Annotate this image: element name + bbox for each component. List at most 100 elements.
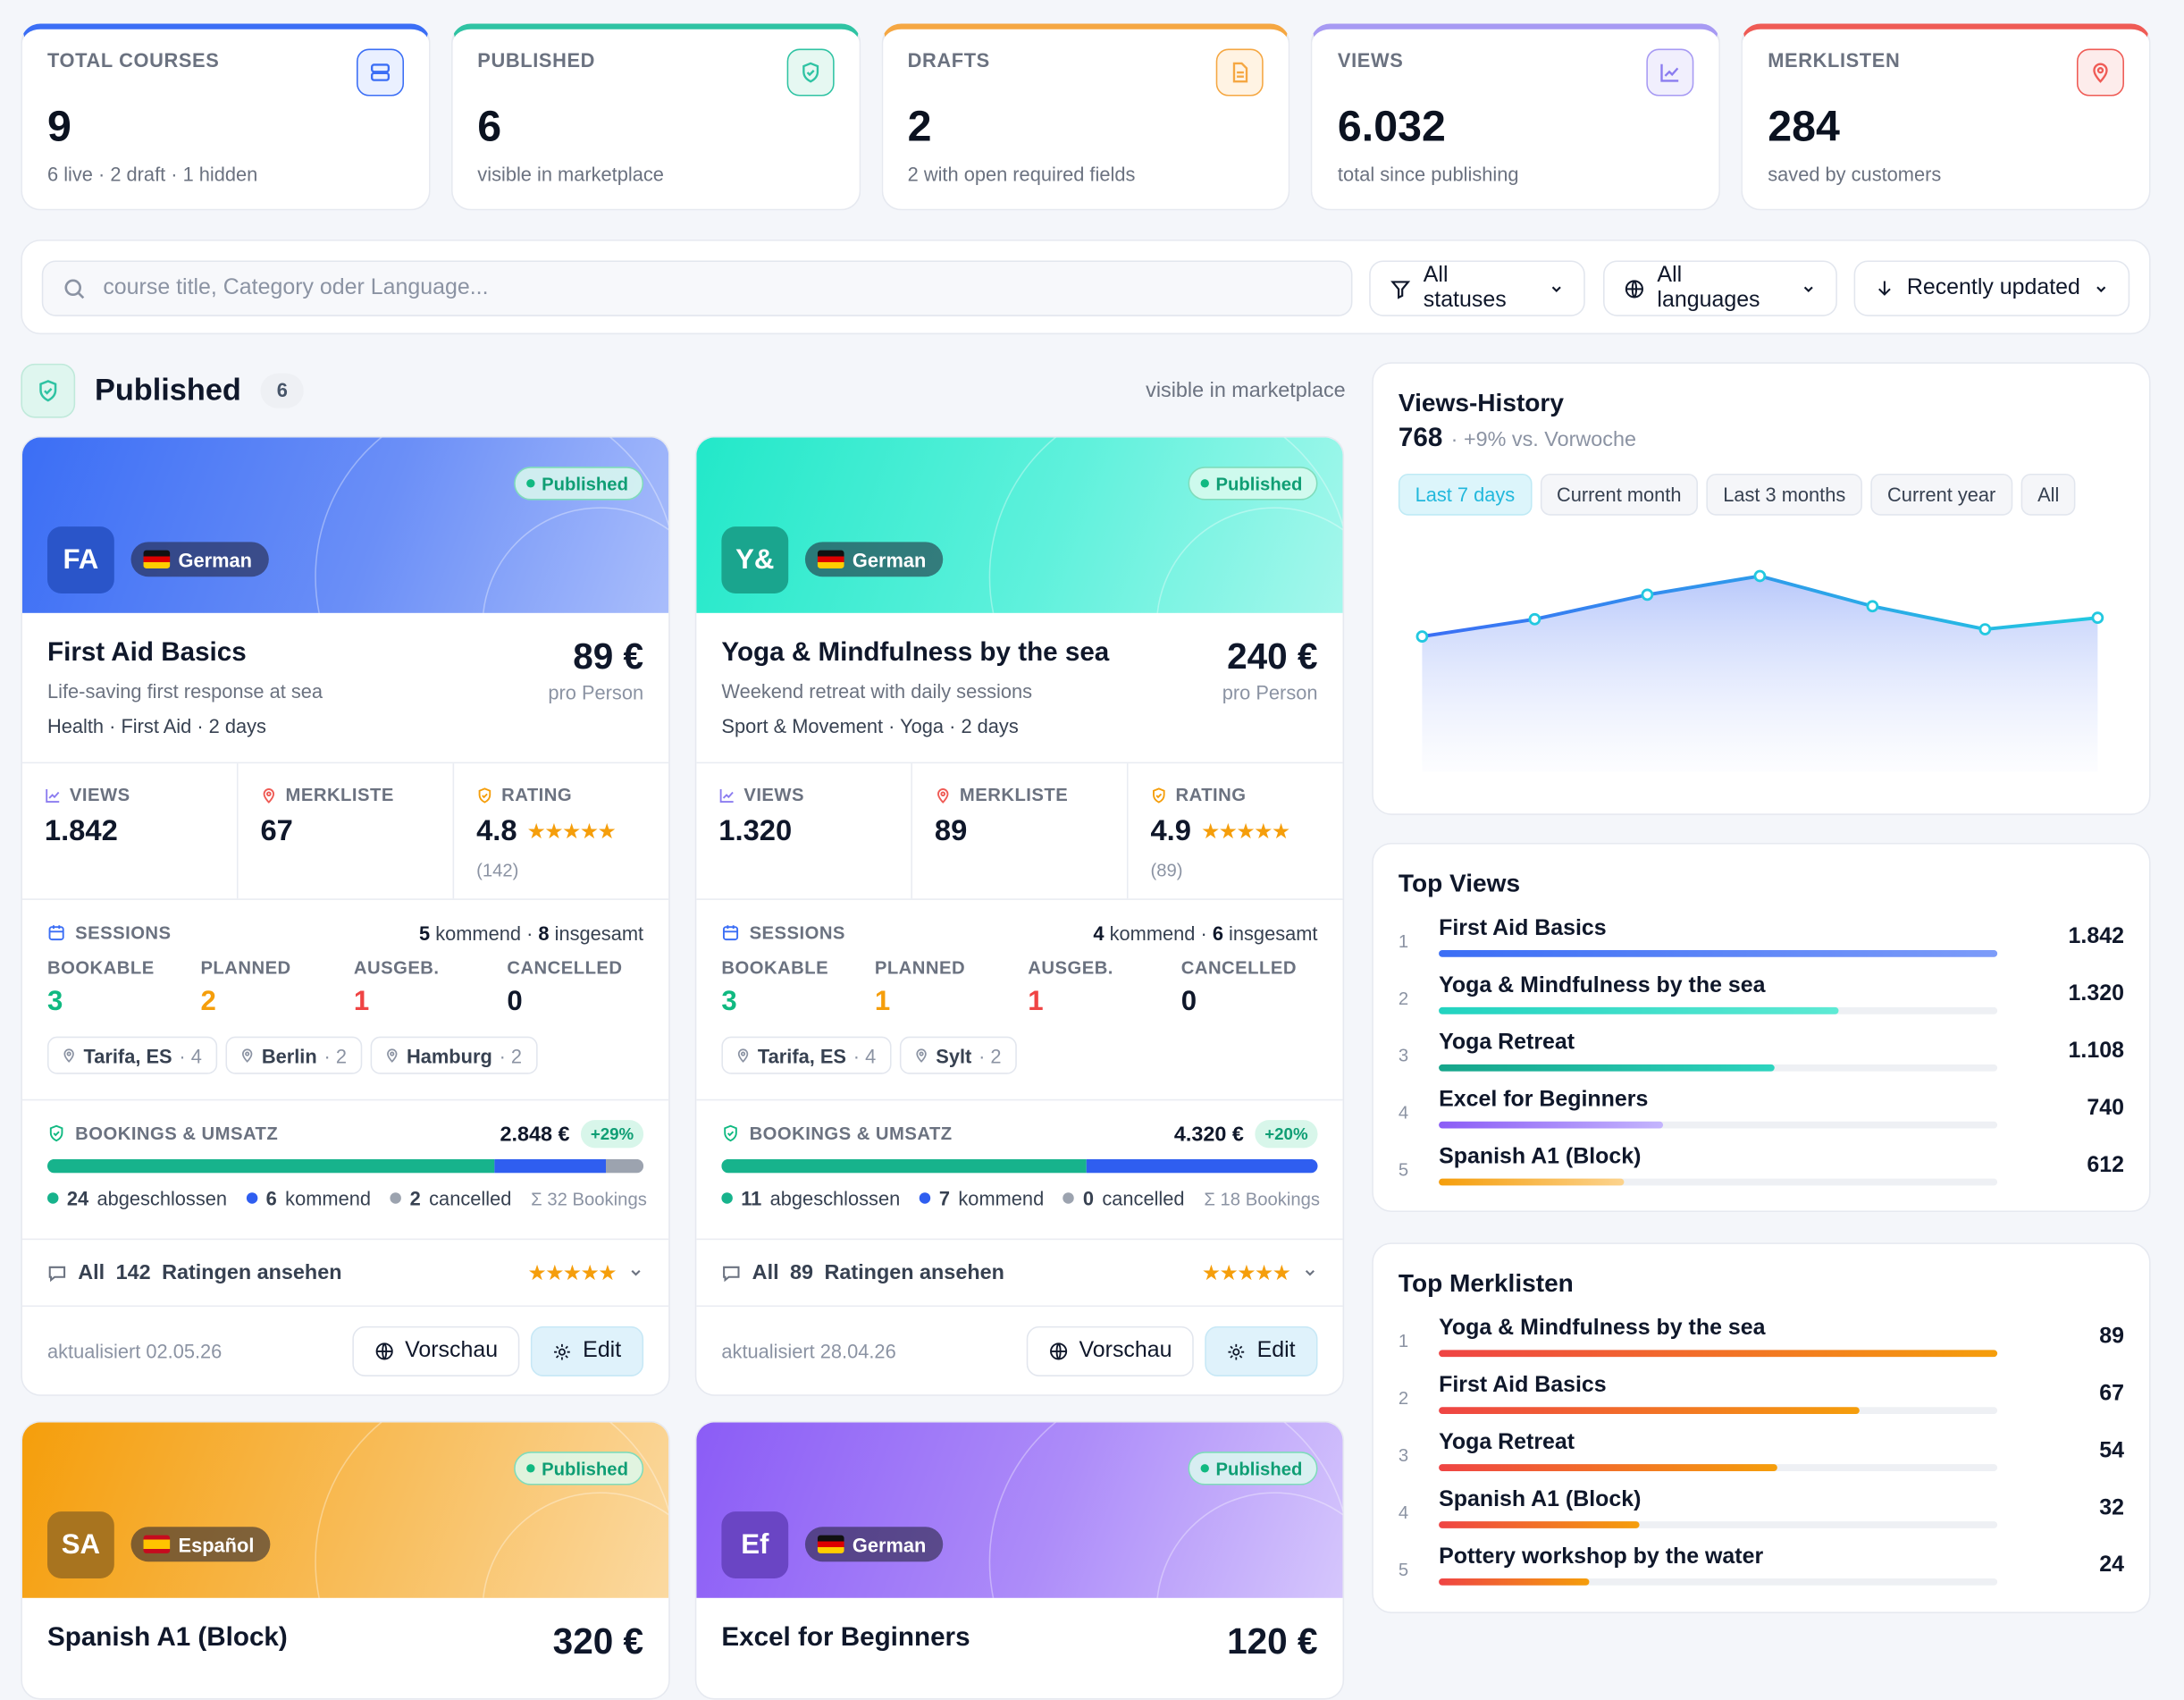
ranking-row[interactable]: 4 Spanish A1 (Block) 32 (1399, 1488, 2124, 1545)
course-title[interactable]: Spanish A1 (Block) (46, 1622, 288, 1653)
course-header: Spanish A1 (Block) 320 € (22, 1598, 668, 1698)
rank-bar-track (1439, 1064, 1998, 1072)
sold-out-value: 1 (1028, 986, 1044, 1017)
rank-value: 740 (2087, 1096, 2124, 1121)
course-title[interactable]: Excel for Beginners (721, 1622, 970, 1653)
bookable-value: 3 (721, 986, 737, 1017)
location-name: Hamburg (407, 1044, 492, 1067)
cancelled-label: CANCELLED (507, 956, 623, 979)
ranking-row[interactable]: 5 Pottery workshop by the water 24 (1399, 1545, 2124, 1603)
calendar-icon (48, 925, 64, 941)
location-name: Tarifa, ES (83, 1044, 172, 1067)
cancelled-value: 0 (507, 986, 523, 1017)
location-chip[interactable]: Berlin · 2 (225, 1036, 363, 1074)
top-views-panel: Top Views 1 First Aid Basics 1.842 2 Yoga & … (1372, 842, 2151, 1213)
rank-bar-fill (1439, 1464, 1778, 1471)
rank-value: 1.108 (2068, 1039, 2124, 1064)
kpi-value: 1.842 (44, 814, 118, 847)
planned-label: PLANNED (200, 956, 291, 979)
chart-point[interactable] (2091, 611, 2104, 625)
preview-button[interactable]: Vorschau (1026, 1325, 1195, 1376)
stat-label: TOTAL COURSES (46, 48, 220, 72)
rank-value: 612 (2087, 1153, 2124, 1178)
edit-button[interactable]: Edit (531, 1325, 644, 1376)
location-chip[interactable]: Hamburg · 2 (370, 1036, 538, 1074)
kpi-label: MERKLISTE (959, 784, 1069, 805)
chart-point[interactable] (1978, 623, 1992, 635)
course-avatar: SA (46, 1511, 114, 1578)
sort-dropdown[interactable]: Recently updated (1853, 260, 2130, 316)
ranking-row[interactable]: 1 Yoga & Mindfulness by the sea 89 (1399, 1317, 2124, 1374)
tab-current-month[interactable]: Current month (1540, 473, 1699, 516)
sessions-label: SESSIONS (75, 922, 172, 944)
ranking-row[interactable]: 5 Spanish A1 (Block) 612 (1399, 1145, 2124, 1202)
chevron-down-icon (1551, 285, 1561, 292)
chart-point[interactable] (1641, 588, 1654, 602)
flag-germany-icon (817, 550, 844, 568)
kpi-views: VIEWS 1.320 (696, 763, 912, 899)
course-kpis: VIEWS 1.842 MERKLISTE 67 RATING 4.8 ★★★★★… (21, 763, 669, 900)
cancelled-label: CANCELLED (1180, 956, 1297, 979)
edit-label: Edit (1256, 1338, 1296, 1363)
chart-point[interactable] (1866, 600, 1879, 613)
location-chip[interactable]: Tarifa, ES · 4 (721, 1036, 892, 1074)
legend-upcoming: 7 kommend (920, 1187, 1044, 1209)
ratings-row[interactable]: All 89 Ratingen ansehen ★★★★★ (696, 1240, 1343, 1308)
rank-bar-fill (1439, 950, 1998, 957)
tab-current-year[interactable]: Current year (1870, 473, 2013, 516)
rank-label: Yoga & Mindfulness by the sea (1439, 1316, 1766, 1341)
bar-segment-cancelled (606, 1158, 644, 1174)
ranking-row[interactable]: 4 Excel for Beginners 740 (1399, 1088, 2124, 1145)
ranking-row[interactable]: 3 Yoga Retreat 54 (1399, 1431, 2124, 1488)
rank-bar-fill (1439, 1578, 1590, 1586)
bookings-block: BOOKINGS & UMSATZ 4.320 € +20% 11 abgeschl… (696, 1100, 1343, 1241)
ranking-row[interactable]: 3 Yoga Retreat 1.108 (1399, 1031, 2124, 1088)
chat-icon (723, 1266, 740, 1282)
ranking-row[interactable]: 1 First Aid Basics 1.842 (1399, 917, 2124, 974)
location-count: · 2 (323, 1044, 347, 1067)
rank-label: Spanish A1 (Block) (1439, 1145, 1642, 1169)
tab-last-7-days[interactable]: Last 7 days (1398, 473, 1532, 516)
sessions-summary: 5 kommend · 8 insgesamt (418, 922, 644, 945)
ratings-row[interactable]: All 142 Ratingen ansehen ★★★★★ (21, 1240, 669, 1308)
course-title[interactable]: Yoga & Mindfulness by the sea (721, 637, 1110, 668)
kpi-label: VIEWS (69, 784, 130, 805)
revenue-value: 2.848 € (500, 1122, 570, 1147)
language-filter-dropdown[interactable]: All languages (1603, 260, 1837, 316)
location-chip[interactable]: Sylt · 2 (899, 1036, 1017, 1074)
search-box[interactable] (41, 260, 1353, 316)
ranking-row[interactable]: 2 First Aid Basics 67 (1399, 1374, 2124, 1431)
chart-point[interactable] (1528, 612, 1541, 626)
bookings-sum: Σ 32 Bookings (531, 1187, 647, 1209)
stat-views: VIEWS 6.032 total since publishing (1311, 23, 1721, 211)
tab-all[interactable]: All (2020, 473, 2077, 516)
edit-button[interactable]: Edit (1205, 1325, 1318, 1376)
bookings-bar (721, 1158, 1318, 1174)
language-label: German (178, 548, 252, 571)
tab-last-3-months[interactable]: Last 3 months (1706, 473, 1862, 516)
language-badge: German (804, 542, 944, 577)
chart-point[interactable] (1415, 630, 1429, 643)
kpi-rating: RATING 4.8 ★★★★★ (142) (454, 763, 668, 898)
stat-sub: 2 with open required fields (907, 163, 1136, 186)
course-header: Yoga & Mindfulness by the sea Weekend re… (696, 613, 1343, 764)
status-label: Published (1215, 473, 1303, 494)
preview-button[interactable]: Vorschau (351, 1325, 521, 1376)
sessions-upcoming: 5 (418, 922, 431, 945)
database-icon (356, 48, 404, 97)
status-dot (525, 479, 535, 488)
map-pin-icon (386, 1048, 398, 1063)
views-history-panel: Views-History 768 · +9% vs. Vorwoche Las… (1372, 362, 2151, 815)
rank-bar-track (1439, 1578, 1998, 1586)
star-rating-icon: ★★★★★ (1202, 821, 1291, 842)
cancel-count: 0 (1082, 1186, 1094, 1209)
stat-sub: saved by customers (1768, 163, 1942, 186)
course-title[interactable]: First Aid Basics (46, 637, 247, 668)
ranking-row[interactable]: 2 Yoga & Mindfulness by the sea 1.320 (1399, 974, 2124, 1031)
chart-point[interactable] (1753, 569, 1767, 583)
location-chip[interactable]: Tarifa, ES · 4 (46, 1036, 217, 1074)
search-input[interactable] (103, 275, 1288, 301)
status-filter-dropdown[interactable]: All statuses (1369, 260, 1585, 316)
legend-done: 24 abgeschlossen (46, 1187, 227, 1209)
shield-check-icon (49, 1124, 63, 1142)
